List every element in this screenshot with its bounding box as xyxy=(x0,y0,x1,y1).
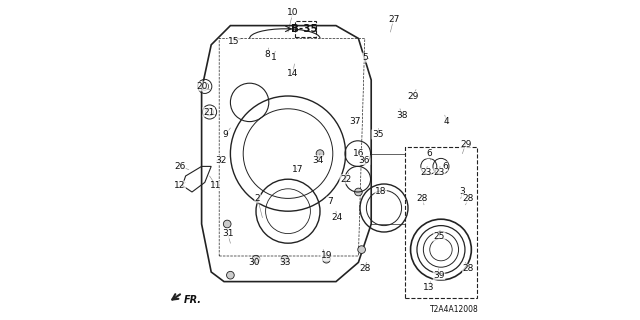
Circle shape xyxy=(252,255,260,263)
Text: 20: 20 xyxy=(196,82,207,91)
Text: 2: 2 xyxy=(255,194,260,203)
Text: 9: 9 xyxy=(223,130,228,139)
Circle shape xyxy=(323,255,330,263)
Text: 36: 36 xyxy=(358,156,370,164)
Text: 23: 23 xyxy=(420,168,431,177)
Text: 37: 37 xyxy=(349,117,361,126)
Text: 23: 23 xyxy=(434,168,445,177)
Text: 34: 34 xyxy=(313,156,324,164)
Text: 15: 15 xyxy=(228,37,239,46)
Circle shape xyxy=(227,271,234,279)
Circle shape xyxy=(281,255,289,263)
Text: 8: 8 xyxy=(264,50,270,59)
Text: 12: 12 xyxy=(174,181,186,190)
Text: 24: 24 xyxy=(332,213,342,222)
Text: 39: 39 xyxy=(433,271,445,280)
Text: 6: 6 xyxy=(426,149,431,158)
Text: 35: 35 xyxy=(372,130,383,139)
Text: 21: 21 xyxy=(203,108,214,116)
Text: B-35: B-35 xyxy=(291,24,318,34)
Text: 16: 16 xyxy=(353,149,364,158)
Text: 19: 19 xyxy=(321,252,332,260)
Circle shape xyxy=(223,220,231,228)
Text: 7: 7 xyxy=(327,197,332,206)
Text: 5: 5 xyxy=(362,53,367,62)
Circle shape xyxy=(358,246,365,253)
Text: 29: 29 xyxy=(460,140,471,148)
Text: 38: 38 xyxy=(396,111,407,120)
Text: 11: 11 xyxy=(211,181,221,190)
Text: 28: 28 xyxy=(359,264,371,273)
Text: 6: 6 xyxy=(442,162,447,171)
Text: 4: 4 xyxy=(444,117,449,126)
Text: 28: 28 xyxy=(417,194,428,203)
Text: 28: 28 xyxy=(463,194,474,203)
Text: 13: 13 xyxy=(423,284,435,292)
Text: 33: 33 xyxy=(279,258,291,267)
Text: 29: 29 xyxy=(407,92,419,100)
Text: 10: 10 xyxy=(287,8,298,17)
Text: 25: 25 xyxy=(434,232,445,241)
Text: 3: 3 xyxy=(460,188,465,196)
Text: 17: 17 xyxy=(292,165,303,174)
Text: 18: 18 xyxy=(375,188,387,196)
Circle shape xyxy=(316,150,324,157)
Text: 30: 30 xyxy=(249,258,260,267)
Text: 1: 1 xyxy=(271,53,276,62)
Text: 27: 27 xyxy=(388,15,399,24)
Text: 26: 26 xyxy=(174,162,186,171)
Circle shape xyxy=(355,188,362,196)
Text: T2A4A12008: T2A4A12008 xyxy=(429,305,479,314)
Text: 28: 28 xyxy=(463,264,474,273)
Text: FR.: FR. xyxy=(184,295,202,305)
Text: 32: 32 xyxy=(216,156,227,164)
Text: 31: 31 xyxy=(222,229,234,238)
Text: 22: 22 xyxy=(340,175,351,184)
Text: 14: 14 xyxy=(287,69,298,78)
